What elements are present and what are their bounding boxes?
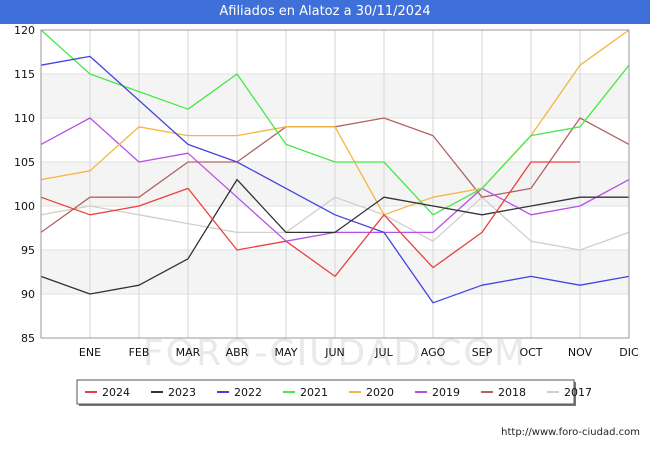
legend-label-2018: 2018 [498, 386, 526, 399]
watermark: FORO-CIUDAD.COM [143, 333, 527, 374]
y-tick-label: 110 [14, 112, 35, 125]
series-line-2017 [40, 196, 630, 251]
legend-label-2019: 2019 [432, 386, 460, 399]
source-credit: http://www.foro-ciudad.com [501, 427, 640, 438]
y-tick-label: 105 [14, 156, 35, 169]
y-tick-label: 120 [14, 24, 35, 37]
legend-label-2022: 2022 [234, 386, 262, 399]
x-tick-label: ENE [79, 346, 101, 359]
x-tick-label: FEB [129, 346, 150, 359]
y-tick-label: 100 [14, 200, 35, 213]
x-tick-label: JUL [374, 346, 393, 359]
plot-frame [40, 29, 630, 339]
x-tick-label: MAY [275, 346, 298, 359]
y-tick-label: 115 [14, 68, 35, 81]
legend-label-2017: 2017 [564, 386, 592, 399]
x-tick-label: MAR [176, 346, 201, 359]
y-tick-label: 85 [21, 332, 35, 345]
y-tick-label: 90 [21, 288, 35, 301]
legend-label-2023: 2023 [168, 386, 196, 399]
legend-label-2020: 2020 [366, 386, 394, 399]
series-line-2023 [40, 178, 629, 295]
x-tick-label: AGO [421, 346, 446, 359]
x-tick-label: SEP [472, 346, 493, 359]
y-tick-label: 95 [21, 244, 35, 257]
legend-label-2024: 2024 [102, 386, 130, 399]
x-tick-label: JUN [324, 346, 345, 359]
x-tick-label: OCT [519, 346, 542, 359]
legend-label-2021: 2021 [300, 386, 328, 399]
series-line-2024 [40, 161, 580, 278]
series-line-2022 [40, 55, 630, 304]
x-tick-label: ABR [226, 346, 249, 359]
chart-title: Afiliados en Alatoz a 30/11/2024 [0, 0, 650, 24]
series-line-2021 [40, 29, 630, 216]
x-tick-label: NOV [568, 346, 593, 359]
x-tick-label: DIC [619, 346, 639, 359]
